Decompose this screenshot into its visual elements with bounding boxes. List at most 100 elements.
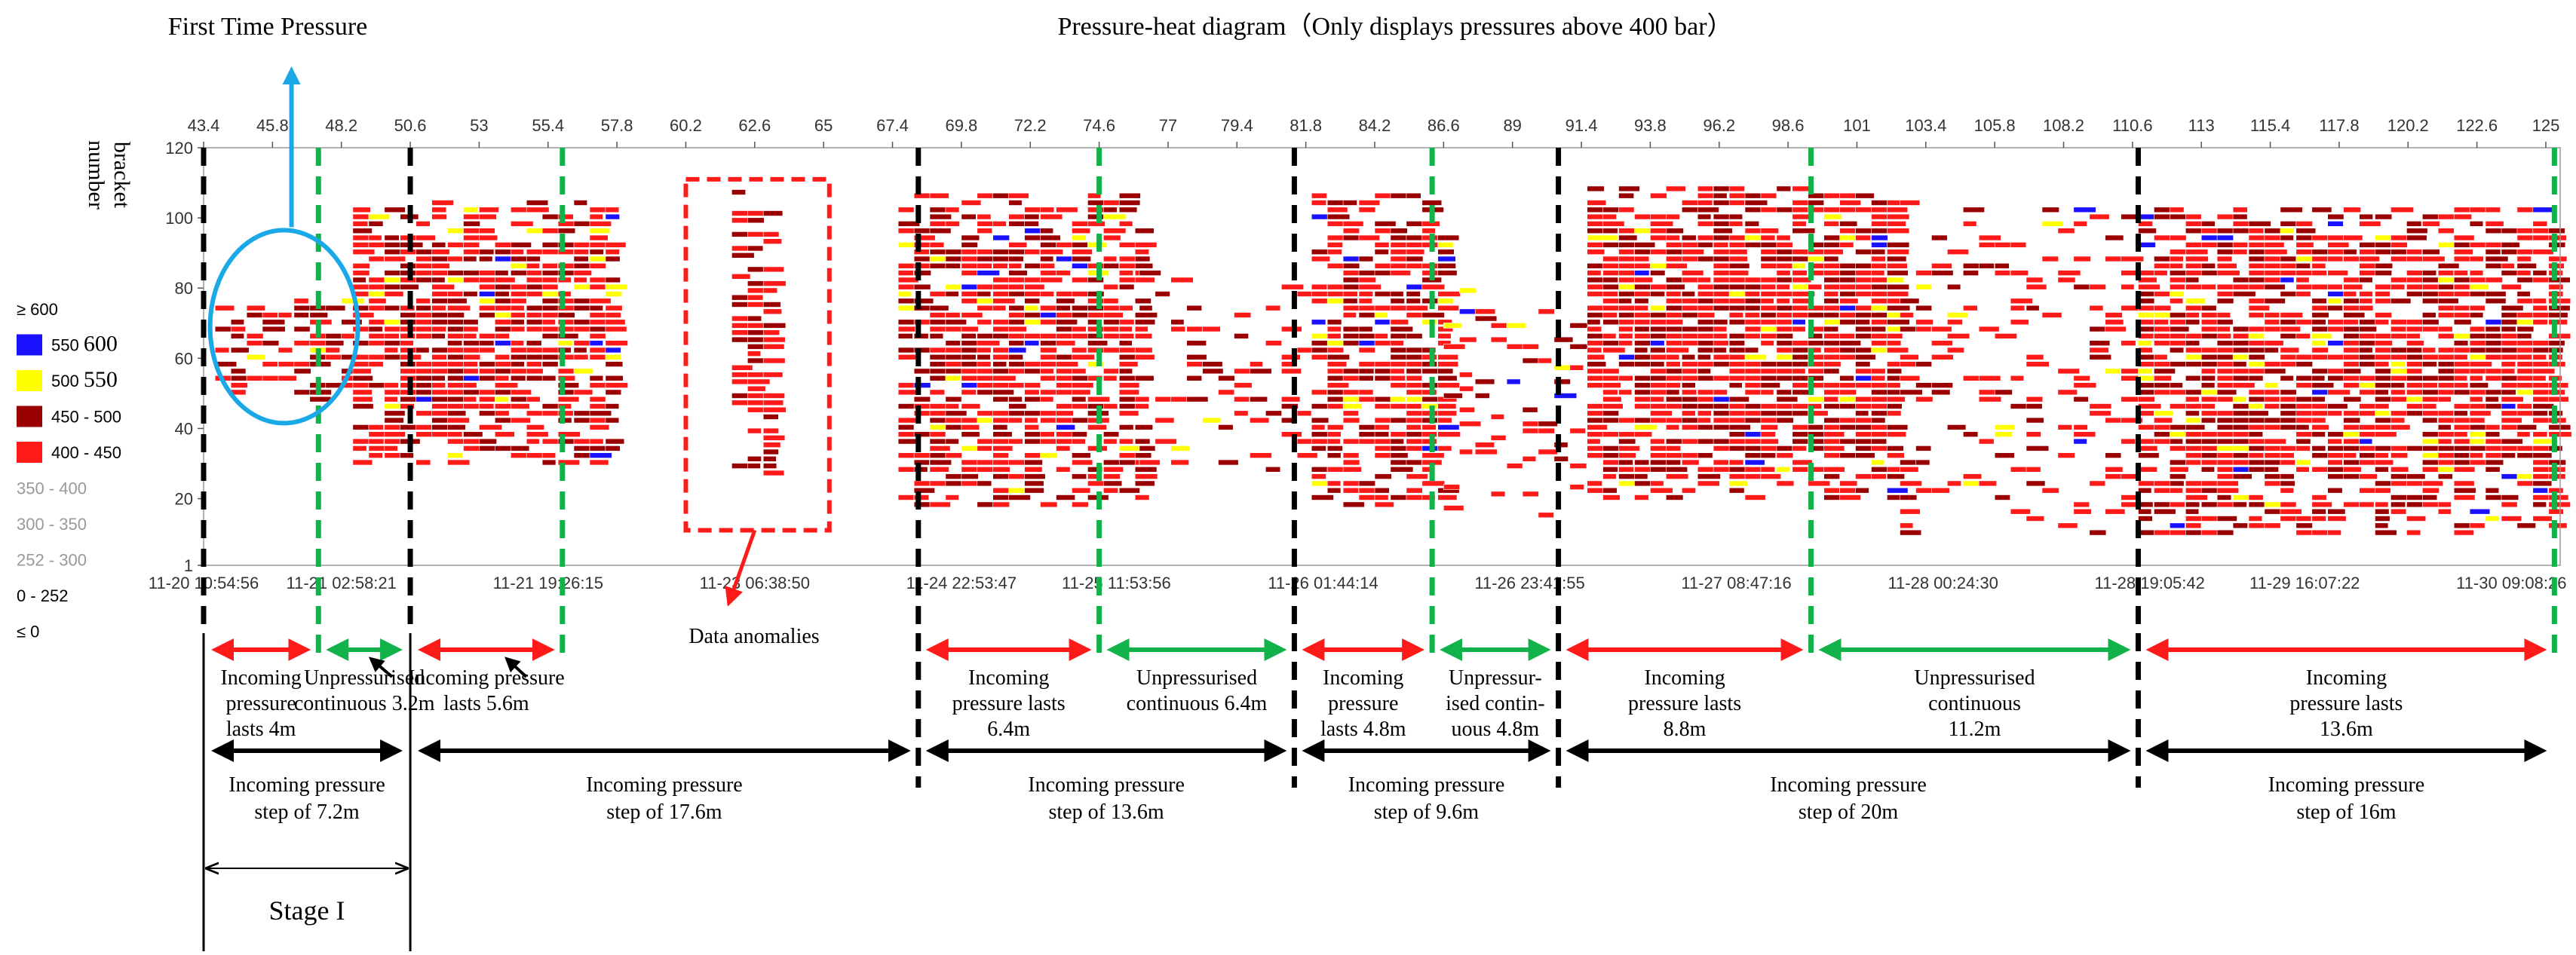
heat-cell: [1118, 459, 1138, 466]
heat-cell: [1024, 487, 1044, 494]
heat-cell: [1900, 361, 1918, 367]
heat-cell: [1265, 410, 1282, 417]
heat-cell: [1326, 242, 1343, 248]
heat-cell: [352, 228, 373, 234]
heat-cell: [2185, 298, 2206, 305]
heat-cell: [2422, 375, 2441, 381]
heat-cell: [2343, 319, 2359, 326]
heat-cell: [1666, 326, 1684, 332]
heat-cell: [1666, 473, 1689, 479]
heat-cell: [431, 319, 448, 326]
heat-cell: [1650, 466, 1667, 473]
heat-cell: [1587, 221, 1605, 227]
heat-cell: [2390, 249, 2407, 256]
heat-cell: [1728, 242, 1748, 248]
heat-cell: [230, 375, 249, 381]
heat-cell: [1296, 410, 1312, 417]
heat-cell: [1522, 344, 1539, 350]
heat-cell: [2516, 480, 2534, 487]
heat-cell: [1792, 389, 1811, 396]
heat-cell: [1978, 438, 1995, 445]
heat-cell: [929, 361, 946, 367]
heat-cell: [961, 234, 980, 241]
heat-cell: [1602, 283, 1620, 290]
heat-cell: [605, 445, 621, 451]
heat-cell: [1792, 445, 1807, 451]
heat-cell: [431, 242, 446, 248]
heat-cell: [1040, 417, 1056, 424]
heat-cell: [929, 445, 951, 451]
heat-cell: [1024, 333, 1043, 339]
heat-cell: [1760, 312, 1777, 318]
x-top-tick-label: 93.8: [1634, 116, 1667, 135]
heat-cell: [2138, 340, 2152, 347]
heat-cell: [573, 242, 590, 248]
heat-cell: [2185, 270, 2203, 276]
heat-cell: [747, 231, 766, 237]
heat-cell: [1538, 427, 1555, 434]
heat-cell: [1634, 473, 1648, 479]
heat-cell: [1040, 438, 1056, 445]
heat-cell: [1569, 323, 1588, 329]
heat-cell: [2501, 494, 2519, 500]
heat-cell: [2375, 487, 2391, 494]
heat-cell: [1900, 522, 1914, 529]
heat-cell: [2216, 270, 2240, 276]
x-top-tick-label: 43.4: [188, 116, 220, 135]
heat-cell: [352, 389, 373, 396]
heat-cell: [1994, 333, 2017, 339]
heat-cell: [2375, 466, 2389, 473]
heat-cell: [1342, 375, 1361, 381]
heat-cell: [2516, 256, 2532, 262]
heat-cell: [1871, 417, 1886, 424]
heat-cell: [1760, 234, 1776, 241]
heat-cell: [2170, 382, 2183, 388]
heat-cell: [1311, 417, 1329, 424]
heat-cell: [2311, 396, 2326, 403]
heat-cell: [1839, 417, 1857, 424]
heat-cell: [431, 326, 446, 332]
heat-cell: [1056, 298, 1075, 305]
heat-cell: [1887, 431, 1906, 438]
heat-cell: [416, 326, 432, 332]
heat-cell: [747, 323, 764, 329]
heat-cell: [1186, 354, 1207, 360]
heat-cell: [977, 410, 995, 417]
heat-cell: [2185, 459, 2201, 466]
heat-cell: [605, 213, 620, 220]
heat-cell: [1326, 354, 1350, 360]
heat-cell: [1134, 298, 1152, 305]
phase-label: 13.6m: [2320, 718, 2373, 741]
heat-cell: [2437, 298, 2459, 305]
heat-cell: [1776, 452, 1794, 459]
heat-cell: [447, 459, 471, 466]
heat-cell: [1008, 312, 1026, 318]
heat-cell: [1697, 452, 1713, 459]
heat-cell: [2170, 326, 2190, 332]
heat-cell: [2327, 340, 2344, 347]
heat-cell: [2485, 242, 2503, 248]
heat-cell: [762, 329, 780, 336]
heat-cell: [2121, 473, 2142, 479]
heat-cell: [1326, 382, 1350, 388]
heat-cell: [1776, 283, 1790, 290]
step-label: step of 13.6m: [1048, 800, 1164, 824]
vertical-markers: [201, 148, 2557, 951]
heat-cell: [1915, 382, 1934, 388]
heat-cell: [1390, 445, 1409, 451]
heat-cell: [2437, 431, 2455, 438]
heat-cell: [2073, 508, 2092, 515]
heat-cell: [2170, 207, 2185, 213]
heat-cell: [368, 283, 386, 290]
phase-label: Unpressur-: [1449, 666, 1542, 690]
phase-label: pressure: [1328, 692, 1398, 715]
heat-cell: [1823, 431, 1845, 438]
heat-cell: [1587, 185, 1605, 192]
heat-cell: [1390, 452, 1409, 459]
heat-cell: [2232, 382, 2256, 388]
heat-cell: [1887, 487, 1909, 494]
heat-cell: [2469, 347, 2486, 354]
step-label: Incoming pressure: [1028, 773, 1185, 797]
heat-cell: [494, 445, 514, 451]
heat-cell: [510, 347, 529, 354]
